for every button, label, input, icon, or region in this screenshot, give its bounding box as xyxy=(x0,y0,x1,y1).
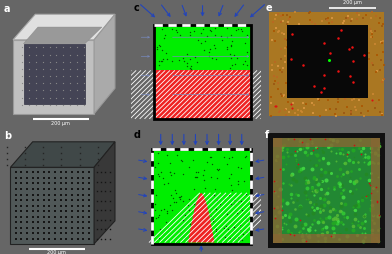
Text: 200 μm: 200 μm xyxy=(51,121,70,126)
Polygon shape xyxy=(13,15,115,41)
Polygon shape xyxy=(13,41,94,114)
Polygon shape xyxy=(154,71,251,119)
Text: d: d xyxy=(133,130,140,139)
Bar xyxy=(154,25,251,119)
Polygon shape xyxy=(154,25,251,71)
Text: 200 μm: 200 μm xyxy=(343,0,362,5)
Polygon shape xyxy=(94,15,115,114)
Polygon shape xyxy=(152,150,251,244)
Bar xyxy=(273,234,380,243)
Text: a: a xyxy=(4,4,11,14)
Bar xyxy=(273,138,282,243)
Bar xyxy=(287,25,368,99)
Polygon shape xyxy=(11,142,115,168)
Text: f: f xyxy=(265,130,270,139)
Bar xyxy=(273,138,380,147)
Text: b: b xyxy=(4,131,11,141)
Bar xyxy=(152,150,251,244)
Polygon shape xyxy=(188,193,214,243)
Bar xyxy=(269,13,384,117)
Polygon shape xyxy=(24,28,102,44)
Bar xyxy=(371,138,380,243)
Text: 200 μm: 200 μm xyxy=(47,249,66,254)
Text: c: c xyxy=(133,3,139,12)
Polygon shape xyxy=(24,44,85,104)
Polygon shape xyxy=(11,168,94,244)
Polygon shape xyxy=(94,142,115,244)
Bar xyxy=(273,138,380,243)
Text: e: e xyxy=(265,3,272,12)
Polygon shape xyxy=(154,71,251,119)
